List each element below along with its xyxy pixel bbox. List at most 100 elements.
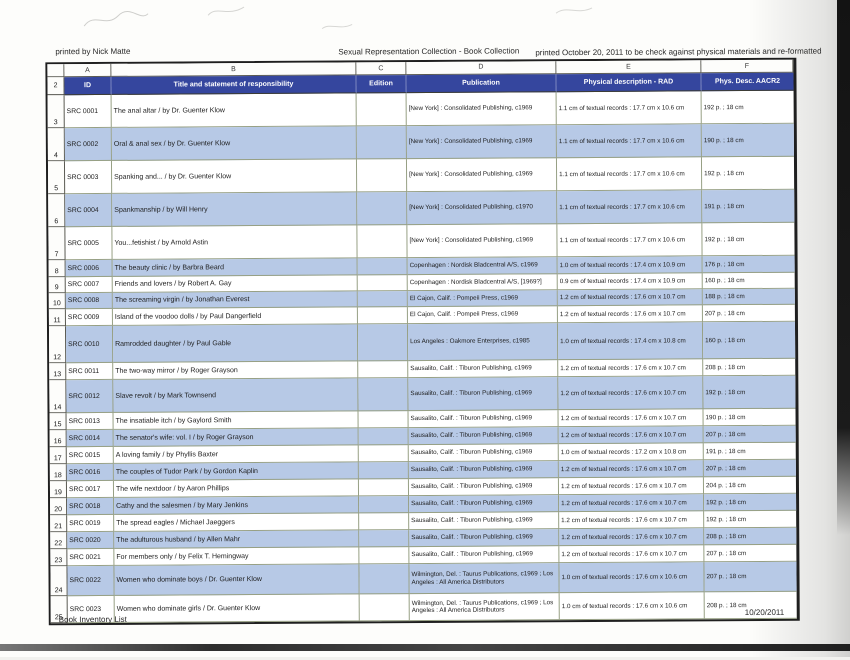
cell-aacr2: 207 p. ; 18 cm	[704, 561, 797, 593]
cell-title: Spanking and... / by Dr. Guenter Klow	[111, 159, 358, 194]
cell-edition	[359, 513, 410, 531]
cell-publication: Copenhagen : Nordisk Bladcentral A/S, [1…	[407, 274, 558, 292]
row-number: 13	[49, 363, 67, 381]
cell-physical-description: 1.2 cm of textual records : 17.6 cm x 10…	[558, 409, 704, 428]
cell-publication: Sausalito, Calif. : Tiburon Publishing, …	[408, 377, 559, 412]
cell-id: SRC 0008	[65, 292, 113, 310]
cell-edition	[357, 291, 408, 308]
cell-id: SRC 0009	[65, 308, 113, 327]
cell-physical-description: 1.0 cm of textual records : 17.6 cm x 10…	[559, 592, 705, 621]
printed-by-note: printed by Nick Matte	[55, 46, 131, 57]
cell-physical-description: 1.1 cm of textual records : 17.7 cm x 10…	[556, 157, 703, 192]
cell-title: Women who dominate boys / Dr. Guenter Kl…	[114, 564, 360, 596]
cell-edition	[356, 126, 407, 160]
cell-physical-description: 1.2 cm of textual records : 17.6 cm x 10…	[558, 460, 704, 479]
cell-physical-description: 1.2 cm of textual records : 17.6 cm x 10…	[557, 289, 703, 307]
table-row: 12 SRC 0010 Ramrodded daughter / by Paul G…	[48, 321, 796, 364]
cell-title: Cathy and the salesmen / by Mary Jenkins	[114, 496, 360, 515]
cell-id: SRC 0011	[66, 362, 114, 381]
cell-title: The screaming virgin / by Jonathan Evere…	[112, 291, 358, 309]
cell-aacr2: 160 p. ; 18 cm	[702, 321, 796, 360]
cell-physical-description: 1.2 cm of textual records : 17.6 cm x 10…	[559, 528, 705, 547]
cell-physical-description: 1.1 cm of textual records : 17.7 cm x 10…	[556, 91, 702, 126]
row-number: 5	[47, 161, 66, 195]
cell-publication: Sausalito, Calif. : Tiburon Publishing, …	[409, 529, 560, 548]
cell-aacr2: 192 p. ; 18 cm	[702, 222, 795, 257]
cell-publication: Sausalito, Calif. : Tiburon Publishing, …	[408, 360, 559, 379]
cell-publication: El Cajon, Calif. : Pompeii Press, c1969	[407, 290, 558, 308]
cell-physical-description: 1.2 cm of textual records : 17.6 cm x 10…	[559, 494, 705, 513]
cell-physical-description: 1.1 cm of textual records : 17.7 cm x 10…	[556, 124, 702, 159]
row-number: 10	[48, 293, 66, 310]
cell-aacr2: 190 p. ; 18 cm	[703, 408, 796, 427]
cell-physical-description: 1.2 cm of textual records : 17.6 cm x 10…	[558, 359, 704, 378]
cell-publication: Sausalito, Calif. : Tiburon Publishing, …	[408, 444, 559, 463]
table-row: 6 SRC 0004 Spankmanship / by Will Henry [Ne…	[48, 189, 795, 228]
cell-aacr2: 188 p. ; 18 cm	[702, 288, 795, 306]
cell-id: SRC 0010	[65, 325, 114, 364]
cell-publication: El Cajon, Calif. : Pompeii Press, c1969	[407, 306, 558, 325]
cell-id: SRC 0002	[64, 127, 112, 162]
cell-id: SRC 0020	[67, 531, 115, 550]
scanner-edge-bottom	[0, 644, 850, 651]
table-row: 3 SRC 0001 The anal altar / by Dr. Guenter…	[47, 90, 794, 129]
column-header: ID	[64, 76, 112, 96]
cell-physical-description: 1.1 cm of textual records : 17.7 cm x 10…	[557, 190, 703, 225]
row-number: 4	[47, 128, 65, 162]
cell-publication: Los Angeles : Oakmore Enterprises, c1985	[407, 323, 559, 362]
cell-title: The couples of Tudor Park / by Gordon Ka…	[113, 462, 359, 481]
cell-id: SRC 0014	[66, 429, 114, 448]
row-number: 14	[49, 380, 67, 414]
row-number: 21	[50, 515, 68, 533]
column-letter-C: C	[356, 62, 407, 76]
row-number: 7	[48, 227, 66, 261]
cell-publication: [New York] : Consolidated Publishing, c1…	[406, 125, 557, 160]
print-date-note: printed October 20, 2011 to be check aga…	[535, 46, 822, 58]
cell-publication: Sausalito, Calif. : Tiburon Publishing, …	[408, 410, 559, 429]
scanner-edge-right	[837, 0, 850, 535]
cell-aacr2: 207 p. ; 18 cm	[704, 544, 797, 563]
corner-cell	[47, 64, 65, 78]
column-header: Physical description - RAD	[556, 73, 702, 93]
cell-physical-description: 1.2 cm of textual records : 17.6 cm x 10…	[558, 477, 705, 496]
cell-aacr2: 207 p. ; 18 cm	[702, 304, 795, 323]
row-number: 19	[49, 481, 68, 499]
row-number: 11	[48, 309, 66, 327]
cell-publication: Copenhagen : Nordisk Bladcentral A/S, c1…	[407, 257, 558, 276]
cell-edition	[359, 594, 410, 622]
cell-title: Island of the voodoo dolls / by Paul Dan…	[112, 307, 358, 326]
footer-report-name: Book Inventory List	[58, 614, 127, 625]
cell-publication: [New York] : Consolidated Publishing, c1…	[406, 158, 558, 193]
cell-edition	[358, 361, 409, 379]
cell-edition	[357, 258, 408, 276]
cell-physical-description: 1.2 cm of textual records : 17.6 cm x 10…	[557, 305, 703, 324]
cell-aacr2: 207 p. ; 18 cm	[703, 425, 796, 444]
cell-publication: Sausalito, Calif. : Tiburon Publishing, …	[408, 461, 559, 480]
row-number: 18	[49, 464, 67, 482]
cell-id: SRC 0016	[66, 463, 114, 482]
cell-id: SRC 0015	[66, 446, 114, 465]
cell-id: SRC 0003	[64, 160, 113, 195]
cell-title: The anal altar / by Dr. Guenter Klow	[111, 93, 357, 128]
cell-publication: Sausalito, Calif. : Tiburon Publishing, …	[408, 427, 559, 446]
cell-edition	[358, 411, 409, 429]
column-letter-D: D	[406, 61, 557, 76]
cell-edition	[357, 307, 408, 325]
pencil-mark	[207, 6, 245, 16]
cell-aacr2: 191 p. ; 18 cm	[702, 189, 795, 224]
cell-edition	[358, 445, 409, 463]
cell-publication: Sausalito, Calif. : Tiburon Publishing, …	[408, 478, 560, 497]
cell-physical-description: 1.2 cm of textual records : 17.6 cm x 10…	[559, 545, 705, 564]
footer-date: 10/20/2011	[744, 607, 785, 618]
cell-physical-description: 1.0 cm of textual records : 17.4 cm x 10…	[557, 322, 704, 361]
column-letter-F: F	[701, 59, 794, 74]
cell-title: Women who dominate girls / Dr. Guenter K…	[114, 594, 360, 623]
cell-publication: Sausalito, Calif. : Tiburon Publishing, …	[409, 512, 560, 531]
cell-edition	[357, 275, 408, 292]
cell-publication: Wilmington, Del. : Taurus Publications, …	[409, 593, 560, 622]
cell-aacr2: 192 p. ; 18 cm	[701, 90, 794, 125]
cell-aacr2: 176 p. ; 18 cm	[702, 255, 795, 274]
cell-aacr2: 192 p. ; 18 cm	[703, 375, 796, 410]
cell-aacr2: 192 p. ; 18 cm	[704, 493, 797, 512]
